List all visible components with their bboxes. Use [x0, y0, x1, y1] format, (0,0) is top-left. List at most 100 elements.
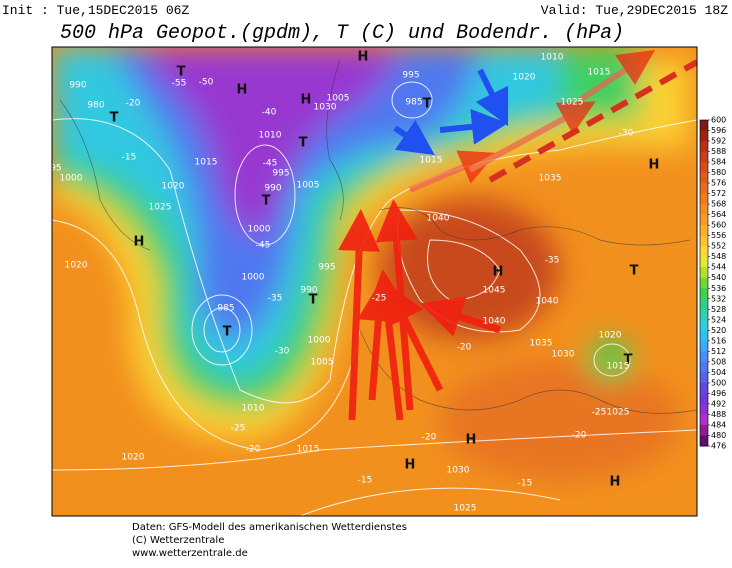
colorbar-label: 536 — [711, 284, 726, 293]
color-bin — [700, 340, 708, 352]
colorbar-label: 480 — [711, 431, 726, 440]
pressure-center: H — [610, 475, 621, 490]
contour-label: -25 — [372, 294, 387, 304]
colorbar-label: 524 — [711, 315, 726, 324]
colorbar-label: 556 — [711, 231, 726, 240]
contour-label: -25 — [592, 408, 607, 418]
contour-label: -20 — [246, 445, 261, 455]
contour-label: 990 — [300, 286, 317, 296]
colorbar-label: 476 — [711, 442, 726, 451]
contour-label: 985 — [405, 98, 422, 108]
contour-label: 1040 — [536, 297, 559, 307]
contour-label: -20 — [457, 343, 472, 353]
color-bin — [700, 393, 708, 405]
contour-label: -45 — [263, 159, 278, 169]
colorbar-label: 500 — [711, 378, 726, 387]
colorbar-label: 552 — [711, 242, 726, 251]
contour-label: -20 — [126, 99, 141, 109]
map-frame — [51, 46, 698, 517]
colorbar-label: 560 — [711, 221, 726, 230]
colorbar-label: 592 — [711, 137, 726, 146]
contour-label: -20 — [422, 433, 437, 443]
colorbar-label: 564 — [711, 210, 726, 219]
color-bin — [700, 330, 708, 342]
pressure-center: T — [177, 65, 186, 80]
valid-time: Valid: Tue,29DEC2015 18Z — [541, 3, 728, 18]
pressure-center: T — [262, 194, 271, 209]
contour-label: 990 — [69, 81, 86, 91]
contour-label: 980 — [87, 101, 104, 111]
color-bin — [700, 151, 708, 163]
contour-label: -15 — [122, 153, 137, 163]
footer-source: Daten: GFS-Modell des amerikanischen Wet… — [132, 522, 407, 533]
contour-label: -55 — [172, 79, 187, 89]
colorbar-label: 576 — [711, 179, 726, 188]
color-bin — [700, 372, 708, 384]
contour-label: 1000 — [248, 225, 271, 235]
color-bin — [700, 414, 708, 426]
contour-label: 1005 — [327, 94, 350, 104]
pressure-center: H — [405, 458, 416, 473]
color-bin — [700, 382, 708, 394]
contour-label: -40 — [262, 108, 277, 118]
color-bin — [700, 351, 708, 363]
color-bin — [700, 288, 708, 300]
pressure-center: T — [624, 353, 633, 368]
contour-label: -15 — [358, 476, 373, 486]
init-time: Init : Tue,15DEC2015 06Z — [2, 3, 189, 18]
colorbar-label: 528 — [711, 305, 726, 314]
pressure-center: T — [110, 111, 119, 126]
contour-label: -50 — [199, 78, 214, 88]
contour-label: 995 — [318, 263, 335, 273]
contour-label: 1010 — [242, 404, 265, 414]
contour-label: 1015 — [297, 445, 320, 455]
color-bin — [700, 424, 708, 436]
contour-label: 1040 — [427, 214, 450, 224]
colorbar-label: 520 — [711, 326, 726, 335]
contour-label: 1005 — [297, 181, 320, 191]
contour-label: 1035 — [539, 174, 562, 184]
colorbar-label: 544 — [711, 263, 726, 272]
contour-label: 1040 — [483, 317, 506, 327]
color-bin — [700, 193, 708, 205]
pressure-center: H — [301, 93, 312, 108]
pressure-center: T — [423, 97, 432, 112]
colorbar-label: 508 — [711, 357, 726, 366]
contour-label: 1020 — [513, 73, 536, 83]
colorbar-label: 496 — [711, 389, 726, 398]
colorbar-label: 484 — [711, 420, 726, 429]
color-bin — [700, 225, 708, 237]
color-bin — [700, 162, 708, 174]
pressure-center: H — [649, 158, 660, 173]
contour-label: 1000 — [308, 336, 331, 346]
contour-label: 1030 — [447, 466, 470, 476]
contour-label: -30 — [275, 347, 290, 357]
contour-label: -15 — [518, 479, 533, 489]
contour-label: 1000 — [242, 273, 265, 283]
colorbar-label: 488 — [711, 410, 726, 419]
contour-label: 995 — [402, 71, 419, 81]
footer-url: www.wetterzentrale.de — [132, 548, 248, 559]
contour-label: -20 — [572, 431, 587, 441]
color-bin — [700, 298, 708, 310]
pressure-center: H — [466, 433, 477, 448]
colorbar-label: 492 — [711, 399, 726, 408]
contour-label: 1025 — [149, 203, 172, 213]
color-bin — [700, 246, 708, 258]
contour-label: 1020 — [599, 331, 622, 341]
contour-label: 1020 — [122, 453, 145, 463]
colorbar-label: 532 — [711, 294, 726, 303]
contour-label: 995 — [44, 164, 61, 174]
pressure-center: T — [309, 293, 318, 308]
color-bin — [700, 204, 708, 216]
colorbar-label: 596 — [711, 126, 726, 135]
colorbar-label: 572 — [711, 189, 726, 198]
contour-label: 1015 — [607, 362, 630, 372]
contour-label: 1025 — [607, 408, 630, 418]
contour-label: 1015 — [420, 156, 443, 166]
color-bin — [700, 309, 708, 321]
contour-label: 1025 — [454, 504, 477, 514]
color-bin — [700, 277, 708, 289]
contour-label: -25 — [231, 424, 246, 434]
